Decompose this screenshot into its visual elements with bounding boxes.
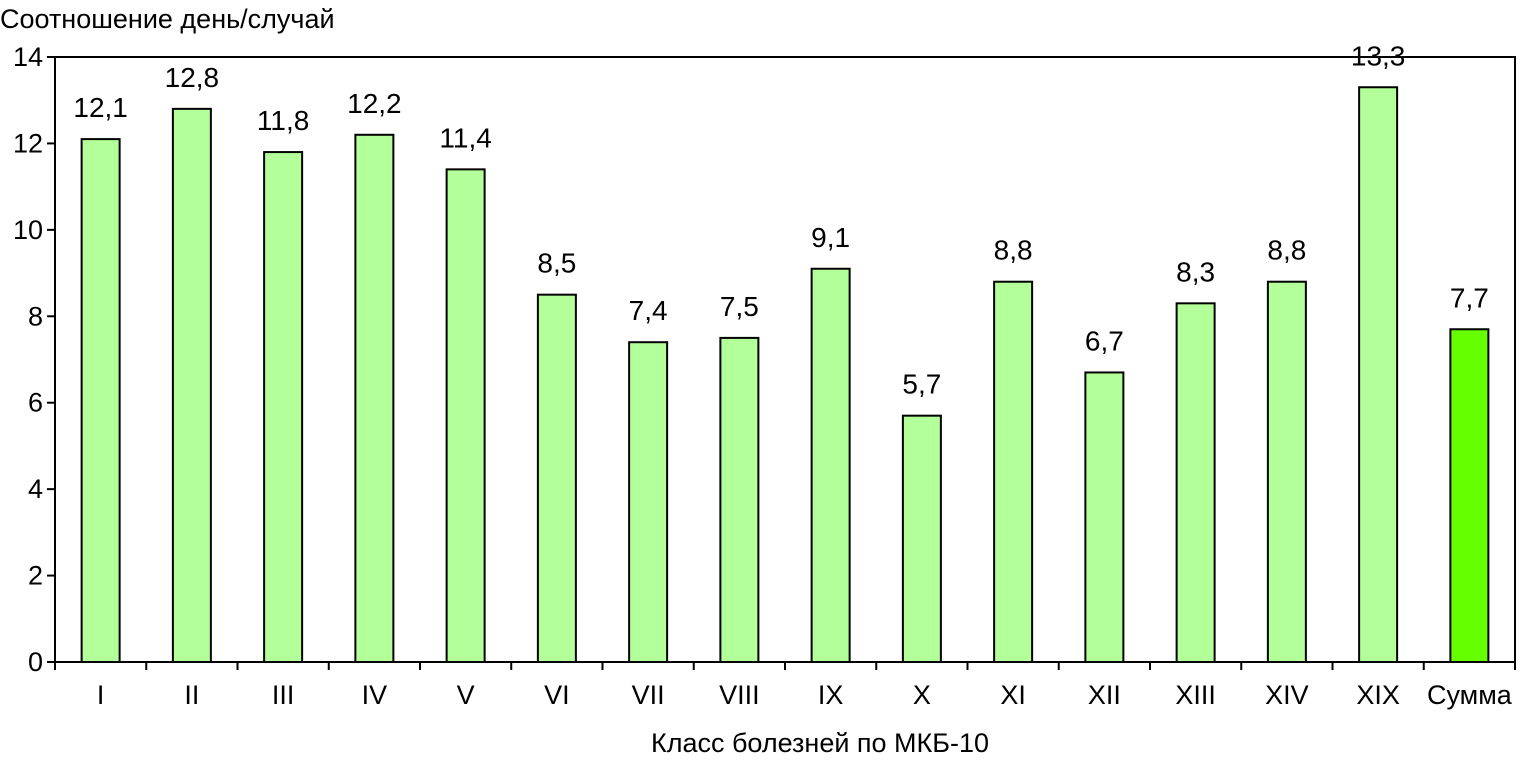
plot-area: 0 2 4 6 8 10 12 14 12,1 I 12,8 II 11,8 III 12,2 IV 11,4 V… [13,40,1516,710]
data-label: 6,7 [1085,325,1124,356]
y-axis-title: Соотношение день/случай [0,4,335,34]
y-tick-label: 0 [28,647,43,677]
data-label: 11,4 [439,122,491,153]
x-tick-label: IV [362,680,388,710]
data-label: 13,3 [1351,40,1406,71]
bar [171,107,212,664]
y-tick-label: 8 [28,301,43,331]
x-tick-label: VII [632,680,665,710]
y-tick-label: 12 [13,128,43,158]
bar [80,138,121,664]
x-tick-label: XIX [1356,680,1400,710]
bar [810,267,851,663]
y-tick-label: 6 [28,388,43,418]
x-tick-label: XIII [1175,680,1216,710]
x-tick-label: Сумма [1427,680,1513,710]
data-label: 5,7 [902,369,941,400]
x-tick-label: XII [1088,680,1121,710]
data-label: 9,1 [811,222,850,253]
bar [354,133,395,664]
x-tick-label: V [457,680,475,710]
x-tick-label: II [184,680,199,710]
data-label: 7,7 [1450,282,1489,313]
bar [536,293,577,663]
data-label: 12,1 [73,92,128,123]
data-label: 7,4 [629,295,668,326]
x-tick-label: XIV [1265,680,1309,710]
data-label: 8,8 [994,235,1033,266]
x-tick-label: XI [1000,680,1026,710]
bar [1175,302,1216,663]
x-tick-label: I [97,680,105,710]
y-tick-label: 10 [13,215,43,245]
data-label: 11,8 [257,105,309,136]
bar [1266,280,1307,663]
data-label: 8,8 [1267,235,1306,266]
x-tick-label: IX [818,680,844,710]
bar [628,341,669,663]
data-label: 12,8 [165,62,220,93]
x-tick-label: VIII [719,680,760,710]
bar [993,280,1034,663]
y-tick-label: 4 [28,474,43,504]
bar [263,151,304,663]
data-label: 7,5 [720,291,759,322]
bar [1358,86,1399,663]
y-tick-label: 14 [13,42,43,72]
bar [445,168,486,663]
bar [1449,328,1490,663]
x-tick-label: VI [544,680,570,710]
bar [719,336,760,663]
data-label: 8,5 [537,248,576,279]
bar [901,414,942,663]
y-tick-label: 2 [28,561,43,591]
bar [1084,371,1125,663]
x-tick-label: III [272,680,295,710]
data-label: 8,3 [1176,256,1215,287]
x-tick-label: X [913,680,931,710]
data-label: 12,2 [347,88,402,119]
x-axis-title: Класс болезней по МКБ-10 [651,728,989,758]
